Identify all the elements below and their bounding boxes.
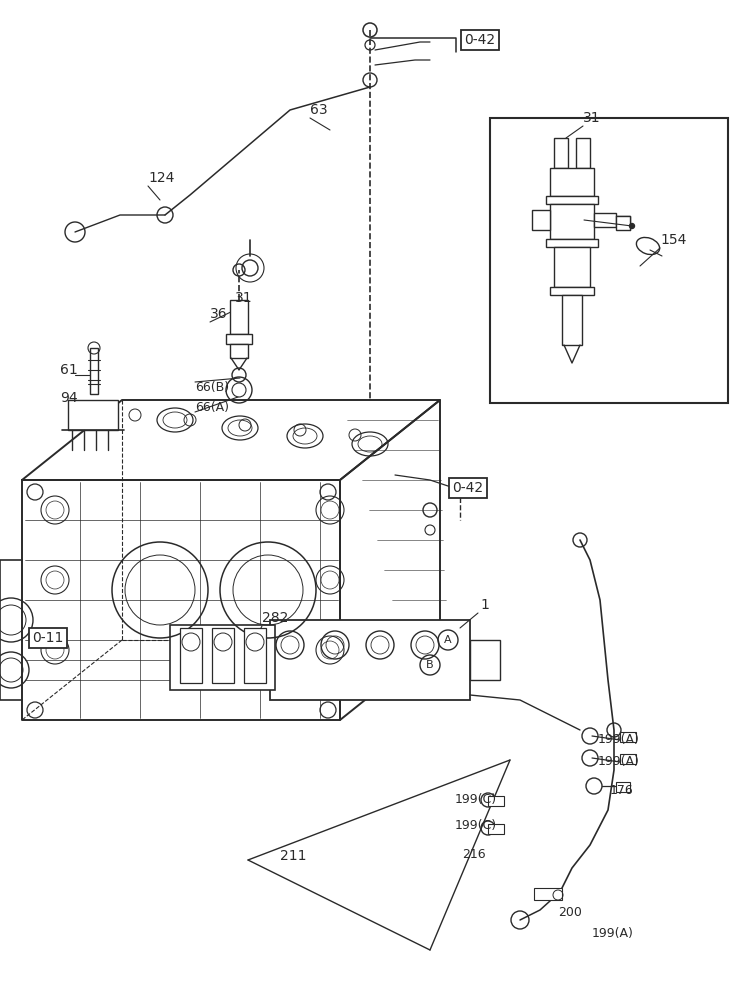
Text: 200: 200 [558, 906, 582, 918]
Bar [616, 216, 630, 230]
Bar [546, 239, 598, 247]
Bar [244, 628, 266, 683]
Text: 199(C): 199(C) [455, 820, 497, 832]
Bar [470, 640, 500, 680]
Text: A: A [444, 635, 452, 645]
Text: 199(C): 199(C) [455, 794, 497, 806]
Text: 154: 154 [660, 233, 687, 247]
Bar [180, 628, 202, 683]
Bar [226, 334, 252, 344]
Text: 31: 31 [583, 111, 601, 125]
Text: 94: 94 [60, 391, 78, 405]
Text: B: B [426, 660, 434, 670]
Bar [550, 204, 594, 239]
Text: 0-11: 0-11 [33, 631, 64, 645]
Text: 211: 211 [280, 849, 306, 863]
Bar [620, 732, 636, 742]
Bar [616, 782, 630, 792]
Text: 31: 31 [235, 291, 252, 305]
Bar [594, 213, 616, 227]
Text: 0-42: 0-42 [465, 33, 496, 47]
Bar [170, 625, 275, 690]
Bar [554, 138, 568, 168]
Bar [620, 754, 636, 764]
Text: 61: 61 [60, 363, 78, 377]
Text: 63: 63 [310, 103, 328, 117]
Bar [488, 824, 504, 834]
Text: 176: 176 [610, 784, 633, 796]
Bar [576, 138, 590, 168]
Text: 0-42: 0-42 [452, 481, 483, 495]
Bar [490, 118, 728, 403]
Bar [550, 287, 594, 295]
Text: 199(A): 199(A) [592, 928, 634, 940]
Bar [532, 210, 550, 230]
Text: 66(B): 66(B) [195, 381, 229, 394]
Text: 199(A): 199(A) [598, 734, 640, 746]
Bar [554, 247, 590, 287]
Text: 216: 216 [462, 848, 485, 861]
Bar [562, 295, 582, 345]
Bar [534, 888, 562, 900]
Bar [230, 344, 248, 358]
Bar [488, 796, 504, 806]
Text: 282: 282 [262, 611, 289, 625]
Bar [90, 348, 98, 394]
Bar [230, 300, 248, 334]
Bar [546, 196, 598, 204]
Circle shape [630, 224, 634, 229]
Bar [550, 168, 594, 196]
Text: 66(A): 66(A) [195, 401, 229, 414]
Text: 199(A): 199(A) [598, 756, 640, 768]
Bar [270, 620, 470, 700]
Bar [68, 400, 118, 430]
Bar [212, 628, 234, 683]
Text: 1: 1 [480, 598, 489, 612]
Text: 36: 36 [210, 307, 228, 321]
Text: 124: 124 [148, 171, 175, 185]
